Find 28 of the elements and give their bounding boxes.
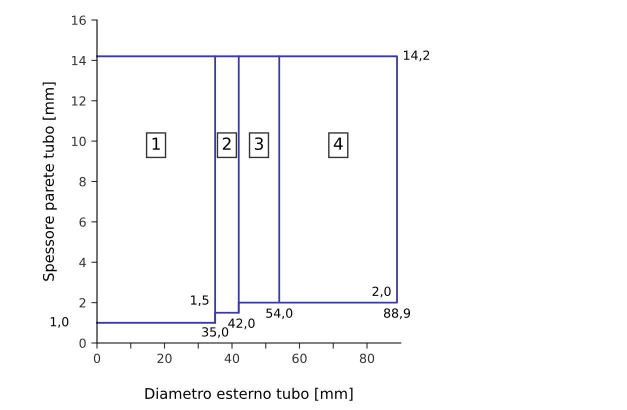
- y-tick-label: 2: [80, 298, 86, 308]
- x-tick-label: 40: [224, 354, 240, 364]
- y-tick-label: 0: [79, 338, 86, 348]
- y-tick-label: 12: [72, 96, 86, 106]
- y-tick-label: 14: [72, 56, 86, 66]
- y-tick-label: 4: [79, 258, 86, 267]
- y-tick-label: 8: [79, 176, 86, 186]
- annotation: 42,0: [228, 318, 255, 330]
- x-tick-label: 60: [292, 354, 307, 364]
- x-tick-label: 0: [94, 354, 100, 364]
- annotation: 1: [152, 138, 160, 150]
- x-tick-label: 80: [360, 354, 374, 364]
- annotation: 1,0: [50, 316, 68, 328]
- annotation: 88,9: [384, 308, 410, 320]
- annotation: 14,2: [404, 50, 430, 62]
- annotation: 2: [222, 137, 231, 150]
- y-tick-label: 16: [72, 15, 86, 25]
- annotation: 4: [334, 138, 343, 150]
- y-tick-label: 6: [80, 217, 86, 227]
- x-axis-title: Diametro esterno tubo [mm]: [145, 388, 352, 401]
- annotation: 3: [254, 137, 263, 150]
- y-axis-title: Spessore parete tubo [mm]: [42, 82, 57, 281]
- annotation: 2,0: [372, 286, 391, 298]
- annotation: 54,0: [266, 308, 292, 320]
- x-tick-label: 20: [157, 354, 172, 364]
- y-tick-label: 10: [72, 136, 86, 146]
- annotation: 1,5: [191, 295, 208, 306]
- annotation: 35,0: [202, 327, 228, 338]
